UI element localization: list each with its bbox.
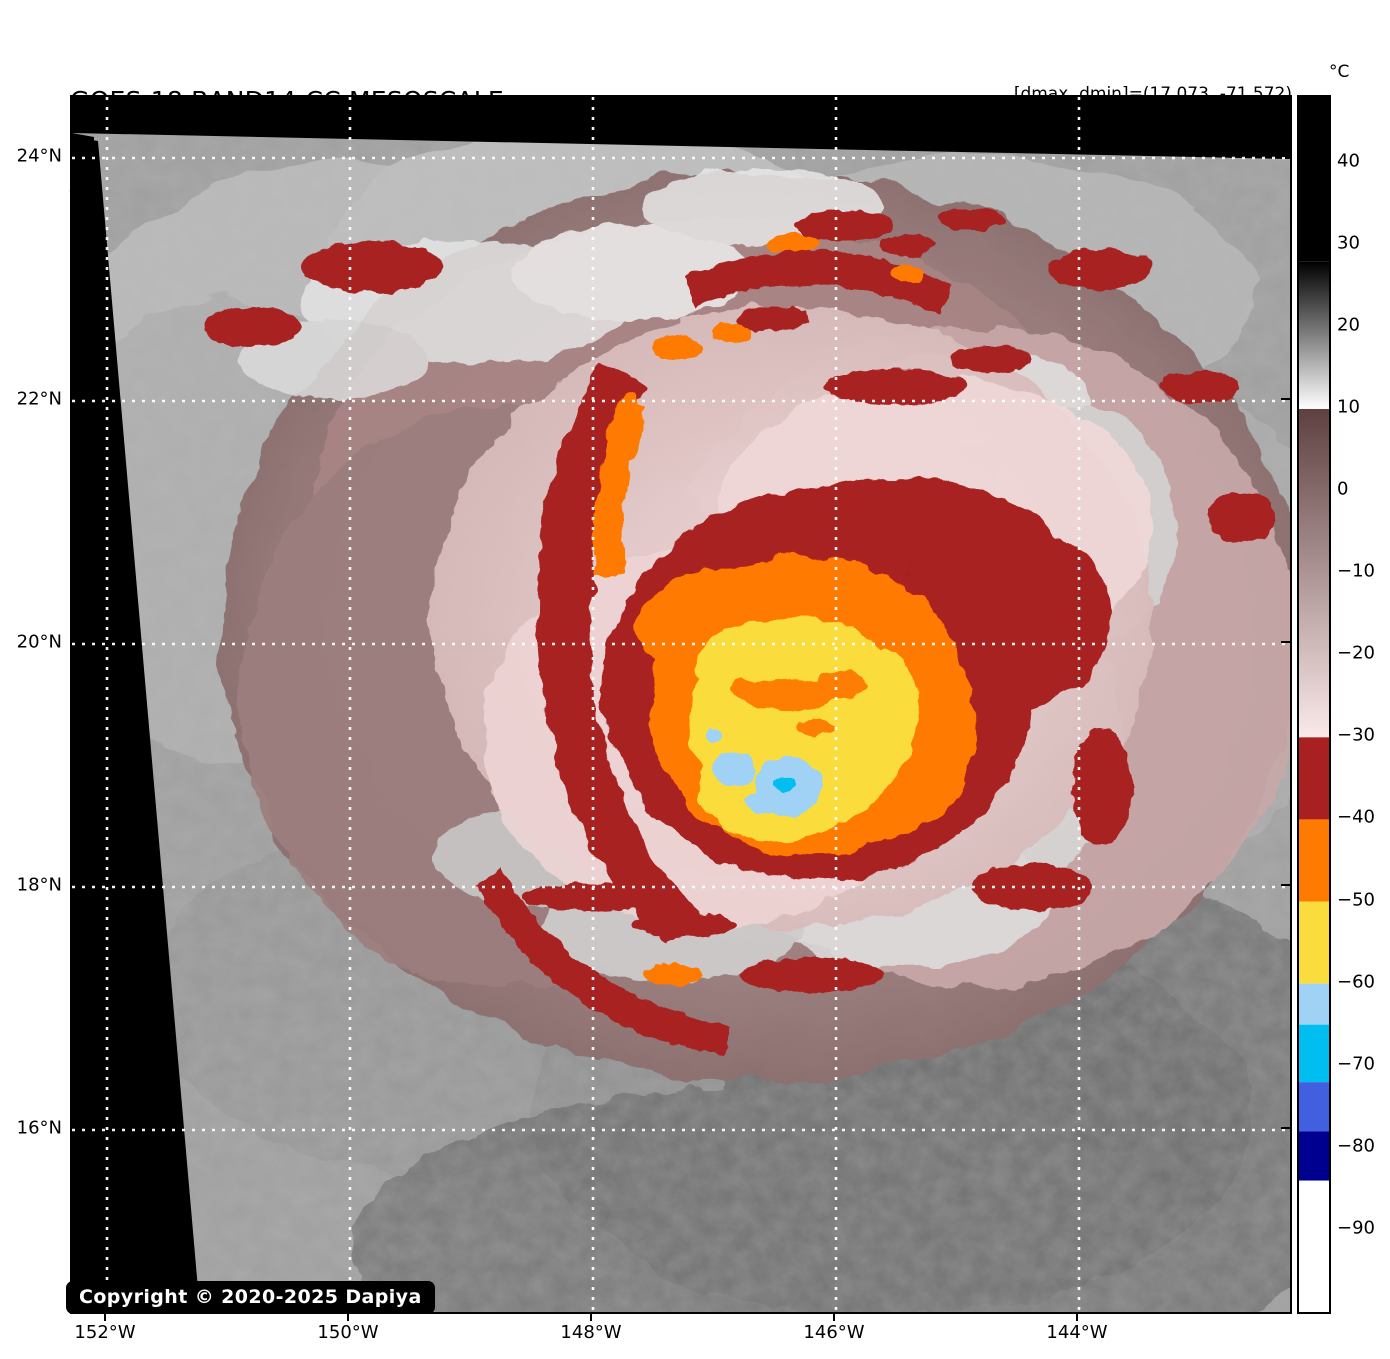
latitude-tick-label: 16°N: [16, 1117, 62, 1139]
colorbar-segment-navy: [1299, 1131, 1329, 1181]
colorbar-tick-label: −60: [1337, 971, 1375, 993]
colorbar-tick-label: −20: [1337, 642, 1375, 664]
colorbar-segment-dark-red: [1299, 737, 1329, 820]
colorbar-segment-light-blue: [1299, 983, 1329, 1025]
temperature-colorbar: [1297, 95, 1331, 1314]
longitude-tick-label: 150°W: [317, 1322, 379, 1343]
colorbar-tick-label: 40: [1337, 150, 1360, 172]
satellite-imagery: [72, 97, 1290, 1312]
colorbar-segment-yellow: [1299, 901, 1329, 984]
colorbar-tick-label: 20: [1337, 314, 1360, 336]
latitude-tick-label: 22°N: [16, 388, 62, 410]
latitude-tick-mark: [1281, 155, 1290, 157]
colorbar-tick-label: −80: [1337, 1135, 1375, 1157]
longitude-tick-mark: [347, 1312, 349, 1321]
colorbar-tick-label: 0: [1337, 478, 1349, 500]
latitude-tick-mark: [1281, 398, 1290, 400]
colorbar-segment-cyan: [1299, 1024, 1329, 1083]
copyright-watermark: Copyright © 2020-2025 Dapiya: [66, 1281, 435, 1314]
longitude-tick-mark: [590, 1312, 592, 1321]
colorbar-tick-label: −90: [1337, 1217, 1375, 1239]
colorbar-segment-orange: [1299, 819, 1329, 902]
latitude-tick-label: 20°N: [16, 631, 62, 653]
colorbar-gradient: [1299, 97, 1329, 1312]
colorbar-segment-mauve-ramp: [1299, 408, 1329, 738]
colorbar-tick-label: −50: [1337, 889, 1375, 911]
colorbar-segment-coldest-white: [1299, 1180, 1329, 1312]
latitude-tick-mark: [1281, 641, 1290, 643]
satellite-image-panel: [70, 95, 1292, 1314]
colorbar-segment-gray-ramp: [1299, 261, 1329, 409]
colorbar-tick-label: −70: [1337, 1053, 1375, 1075]
longitude-tick-label: 144°W: [1046, 1322, 1108, 1343]
latitude-tick-label: 18°N: [16, 874, 62, 896]
colorbar-segment-warm-black: [1299, 97, 1329, 262]
colorbar-tick-label: −40: [1337, 806, 1375, 828]
latitude-tick-label: 24°N: [16, 145, 62, 167]
latitude-tick-mark: [1281, 884, 1290, 886]
latitude-tick-mark: [1281, 1127, 1290, 1129]
longitude-tick-mark: [104, 1312, 106, 1321]
colorbar-tick-label: −10: [1337, 560, 1375, 582]
longitude-tick-label: 148°W: [560, 1322, 622, 1343]
colorbar-segment-royal-blue: [1299, 1082, 1329, 1132]
colorbar-tick-label: −30: [1337, 724, 1375, 746]
longitude-tick-label: 146°W: [803, 1322, 865, 1343]
longitude-tick-mark: [1076, 1312, 1078, 1321]
longitude-tick-mark: [833, 1312, 835, 1321]
colorbar-unit-label: °C: [1329, 62, 1350, 82]
graticule: [72, 97, 1290, 1312]
longitude-tick-label: 152°W: [74, 1322, 136, 1343]
colorbar-tick-label: 10: [1337, 396, 1360, 418]
colorbar-tick-label: 30: [1337, 232, 1360, 254]
